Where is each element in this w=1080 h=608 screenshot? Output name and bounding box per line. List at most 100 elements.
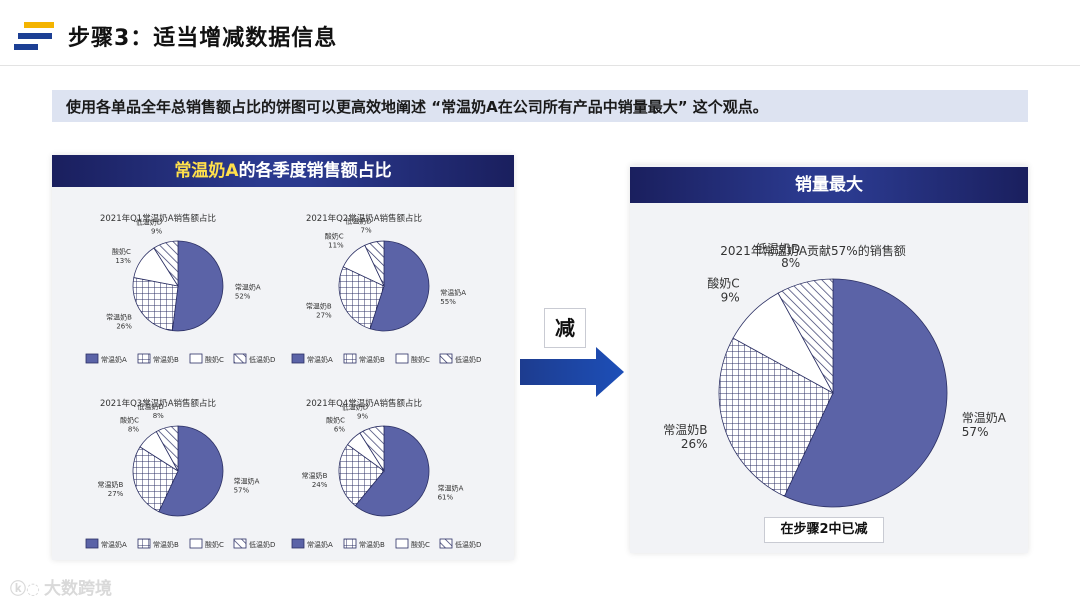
pie-chart-q4: 2021年Q4常温奶A销售额占比常温奶A61%常温奶B24%酸奶C6%低温奶D9… <box>291 398 481 549</box>
legend-swatch <box>85 353 99 364</box>
legend-label: 常温奶B <box>153 355 179 364</box>
reduce-label: 减 <box>544 308 586 348</box>
legend-label: 低温奶D <box>455 355 481 364</box>
slice-label: 常温奶B <box>106 313 132 322</box>
slice-label: 常温奶A <box>438 483 464 492</box>
pie-title: 2021年Q2常温奶A销售额占比 <box>306 213 422 224</box>
legend-label: 酸奶C <box>205 540 224 549</box>
slice-value-label: 6% <box>334 425 345 433</box>
pie-slice-1 <box>158 425 224 517</box>
slice-value-label: 61% <box>438 493 454 501</box>
legend-label: 酸奶C <box>205 355 224 364</box>
legend-swatch <box>395 353 409 364</box>
pie-slice-2 <box>338 443 385 507</box>
annual-chart-panel: 销量最大 2021年常温奶A贡献57%的销售额 常温奶A 57% 常温奶B 26% 酸奶C… <box>630 165 1028 553</box>
slice-label: 低温奶D <box>137 402 163 411</box>
legend-label: 低温奶D <box>249 355 275 364</box>
slice-value-label: 52% <box>235 293 251 301</box>
pie-slice-2 <box>338 266 385 330</box>
pie-title: 2021年Q3常温奶A销售额占比 <box>100 398 216 409</box>
slice-label: 低温奶D <box>342 402 368 411</box>
slice-label: 常温奶A <box>962 411 1007 425</box>
legend-swatch <box>189 353 203 364</box>
slice-label: 常温奶B <box>306 302 332 311</box>
legend-swatch <box>291 538 305 549</box>
header: 步骤3：适当增减数据信息 <box>0 0 1080 66</box>
quarterly-pie-charts: 2021年Q1常温奶A销售额占比常温奶A52%常温奶B26%酸奶C13%低温奶D… <box>85 213 481 549</box>
slice-value-label: 26% <box>681 437 708 451</box>
legend-swatch <box>233 538 247 549</box>
slice-label: 酸奶C <box>120 415 139 424</box>
pie-slice-4 <box>777 278 834 394</box>
pie-title: 2021年常温奶A贡献57%的销售额 <box>720 243 905 258</box>
summary-banner: 使用各单品全年总销售额占比的饼图可以更高效地阐述 “常温奶A在公司所有产品中销量… <box>52 90 1028 122</box>
legend-swatch <box>395 538 409 549</box>
legend-swatch <box>343 353 357 364</box>
legend-label: 酸奶C <box>411 540 430 549</box>
slice-value-label: 13% <box>115 257 131 265</box>
pie-slice-4 <box>153 240 179 288</box>
legend-swatch <box>189 538 203 549</box>
legend-label: 低温奶D <box>249 540 275 549</box>
logo-icon <box>14 22 54 50</box>
slice-value-label: 27% <box>108 490 124 498</box>
legend-label: 常温奶B <box>359 355 385 364</box>
legend-swatch <box>439 353 453 364</box>
slice-label: 低温奶D <box>755 242 800 256</box>
pie-slice-2 <box>132 446 179 513</box>
quarterly-title-highlight: 常温奶A <box>174 161 239 181</box>
watermark-text: 大数跨境 <box>43 579 112 599</box>
slice-value-label: 8% <box>153 412 164 420</box>
pie-slice-1 <box>783 278 948 508</box>
pie-slice-2 <box>132 277 179 332</box>
legend-swatch <box>137 538 151 549</box>
slice-value-label: 9% <box>357 412 368 420</box>
slice-value-label: 8% <box>781 256 800 270</box>
legend-swatch <box>291 353 305 364</box>
legend-label: 酸奶C <box>411 355 430 364</box>
slice-label: 酸奶C <box>325 232 344 241</box>
pie-slice-1 <box>369 240 430 332</box>
quarterly-panel-title: 常温奶A的各季度销售额占比 <box>52 155 514 187</box>
watermark-icon: ⓚ◌ <box>10 579 40 598</box>
slice-value-label: 24% <box>312 481 328 489</box>
legend-label: 常温奶B <box>153 540 179 549</box>
slice-label: 常温奶A <box>234 476 260 485</box>
slice-value-label: 57% <box>234 486 250 494</box>
slice-value-label: 9% <box>151 227 162 235</box>
already-reduced-note: 在步骤2中已减 <box>764 517 884 543</box>
pie-slice-4 <box>155 425 179 472</box>
pie-slice-4 <box>359 425 385 473</box>
slice-label: 低温奶D <box>345 216 371 225</box>
quarterly-charts-panel: 常温奶A的各季度销售额占比 2021年Q1常温奶A销售额占比 常温奶A 52% 常温奶… <box>52 155 514 560</box>
slice-label: 酸奶C <box>326 415 345 424</box>
slice-value-label: 27% <box>316 312 332 320</box>
pie-chart-q2: 2021年Q2常温奶A销售额占比常温奶A55%常温奶B27%酸奶C11%低温奶D… <box>291 213 481 364</box>
slice-value-label: 9% <box>721 291 740 305</box>
slice-value-label: 7% <box>360 226 371 234</box>
pie-slice-1 <box>354 425 430 517</box>
pie-title: 2021年Q1常温奶A销售额占比 <box>100 213 216 224</box>
slice-label: 酸奶C <box>707 276 739 291</box>
slice-value-label: 11% <box>328 242 344 250</box>
legend-label: 常温奶B <box>359 540 385 549</box>
slice-label: 常温奶A <box>235 283 261 292</box>
legend-swatch <box>137 353 151 364</box>
page-title: 步骤3：适当增减数据信息 <box>68 26 338 51</box>
annual-panel-title: 销量最大 <box>630 167 1028 203</box>
slice-label: 常温奶B <box>302 471 328 480</box>
slice-label: 常温奶A <box>440 288 466 297</box>
legend-label: 低温奶D <box>455 540 481 549</box>
pie-chart-q1: 2021年Q1常温奶A销售额占比常温奶A52%常温奶B26%酸奶C13%低温奶D… <box>85 213 275 364</box>
slice-label: 常温奶B <box>97 480 123 489</box>
slice-value-label: 8% <box>128 425 139 433</box>
legend-label: 常温奶A <box>307 540 333 549</box>
slice-value-label: 57% <box>962 425 989 439</box>
slice-label: 低温奶D <box>136 217 162 226</box>
legend-label: 常温奶A <box>101 540 127 549</box>
legend-swatch <box>85 538 99 549</box>
slice-value-label: 55% <box>440 298 456 306</box>
pie-chart-q3: 2021年Q3常温奶A销售额占比常温奶A57%常温奶B27%酸奶C8%低温奶D8… <box>85 398 275 549</box>
